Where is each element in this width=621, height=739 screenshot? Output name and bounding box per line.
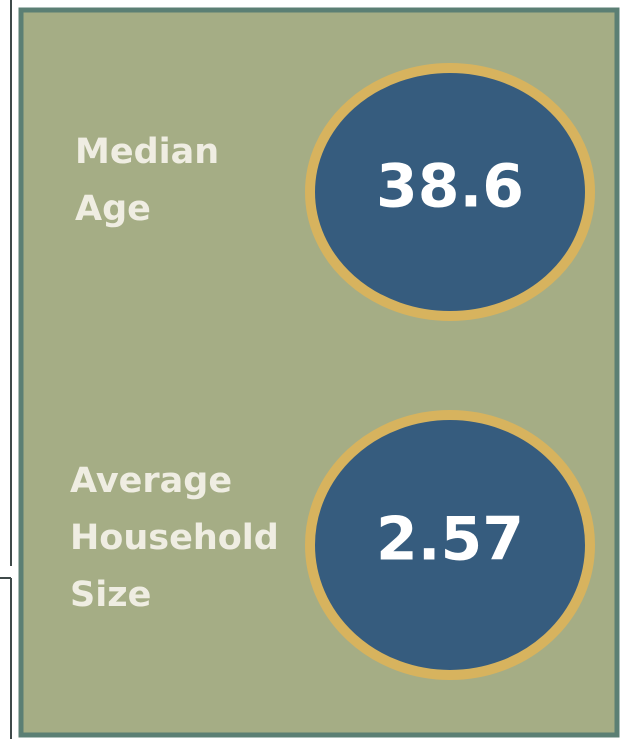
stats: 38.6 Median Age 2.57 Average Household Size [70,63,595,680]
stat-badge [305,410,595,680]
stat-label: Average [70,461,232,501]
stat-badge [305,63,595,321]
stat-label: Household [70,518,279,558]
stat-value: 2.57 [376,505,524,575]
stat-value: 38.6 [376,152,524,222]
stat-label: Size [70,575,151,615]
stat-label: Median [75,132,219,172]
stat-label: Age [75,189,151,229]
